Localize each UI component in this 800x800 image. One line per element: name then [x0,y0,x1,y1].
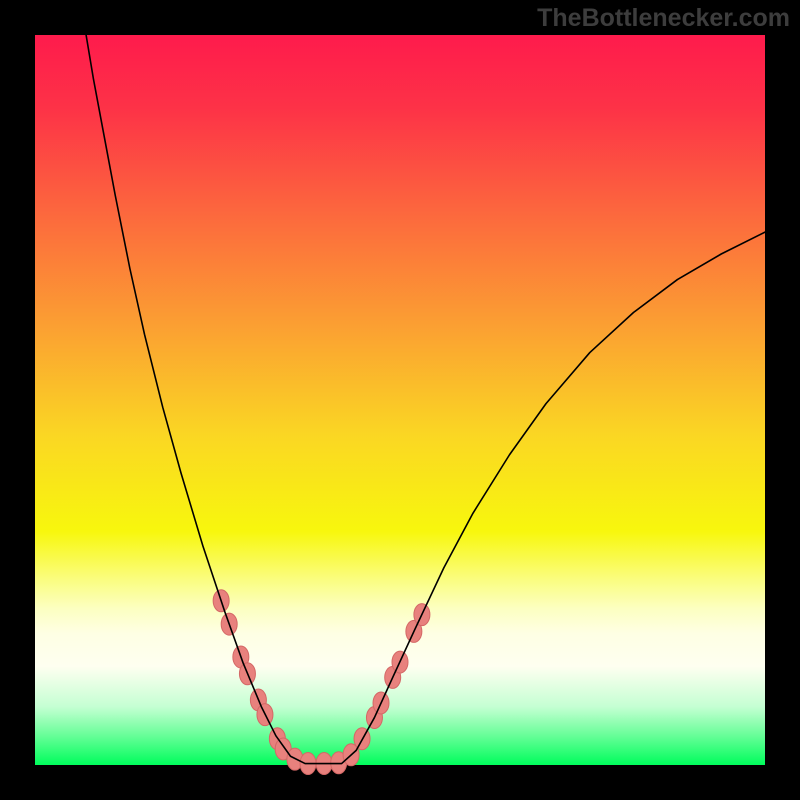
figure-root: TheBottlenecker.com [0,0,800,800]
bottleneck-curve-chart [0,0,800,800]
watermark-text: TheBottlenecker.com [537,4,790,33]
